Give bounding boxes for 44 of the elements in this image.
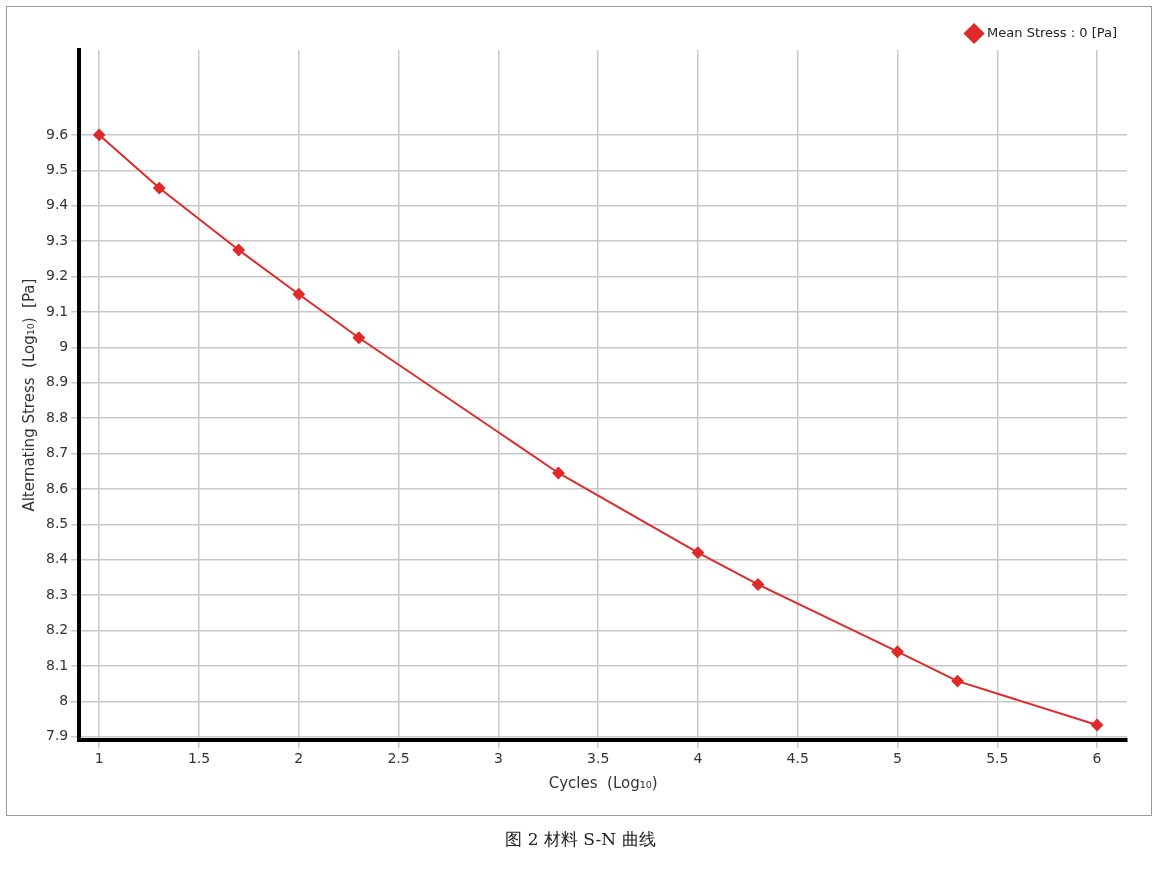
x-tick-label: 1 (94, 750, 104, 767)
point (93, 128, 106, 141)
y-tick-label: 8.1 (46, 656, 69, 673)
y-tick-label: 9.3 (46, 231, 69, 248)
point (951, 675, 964, 688)
y-tick-label: 9.2 (46, 267, 69, 284)
point (292, 288, 305, 301)
y-tick-label: 9.4 (46, 196, 69, 213)
x-tick-label: 5.5 (986, 750, 1009, 767)
x-tick-label: 3.5 (587, 750, 610, 767)
y-tick-label: 8 (59, 691, 69, 708)
point (232, 243, 245, 256)
caption: 图 2 材料 S-N 曲线 (504, 828, 657, 851)
y-tick-label: 8.6 (46, 479, 69, 496)
y-tick-label: 8.3 (46, 585, 69, 602)
y-tick-label: 8.8 (46, 408, 69, 425)
y-tick-label: 8.7 (46, 444, 69, 461)
y-tick-label: 7.9 (46, 727, 69, 744)
point (552, 466, 565, 479)
legend-label: Mean Stress : 0 [Pa] (987, 24, 1117, 40)
x-tick-label: 4.5 (786, 750, 809, 767)
point (153, 182, 166, 195)
point (352, 331, 365, 344)
point (691, 546, 704, 559)
x-tick-label: 4 (693, 750, 703, 767)
y-tick-label: 9.5 (46, 160, 69, 177)
point (891, 645, 904, 658)
y-tick-label: 9.6 (46, 125, 69, 142)
y-tick-label: 8.4 (46, 550, 69, 567)
point (752, 578, 764, 591)
y-tick-label: 8.5 (46, 514, 69, 531)
x-tick-label: 5 (893, 750, 902, 767)
y-tick-label: 9 (59, 337, 69, 354)
x-axis-title: Cycles (Log₁₀) (548, 773, 658, 792)
x-tick-label: 3 (493, 750, 503, 767)
y-axis-title: Alternating Stress (Log₁₀) [Pa] (19, 278, 38, 512)
y-tick-label: 8.2 (46, 621, 69, 638)
x-tick-label: 1.5 (187, 750, 211, 767)
x-tick-label: 6 (1092, 750, 1102, 767)
y-tick-label: 8.9 (46, 373, 69, 390)
point (1091, 718, 1104, 731)
y-tick-label: 9.1 (46, 302, 69, 319)
x-tick-label: 2 (294, 750, 304, 767)
x-tick-label: 2.5 (387, 750, 410, 767)
